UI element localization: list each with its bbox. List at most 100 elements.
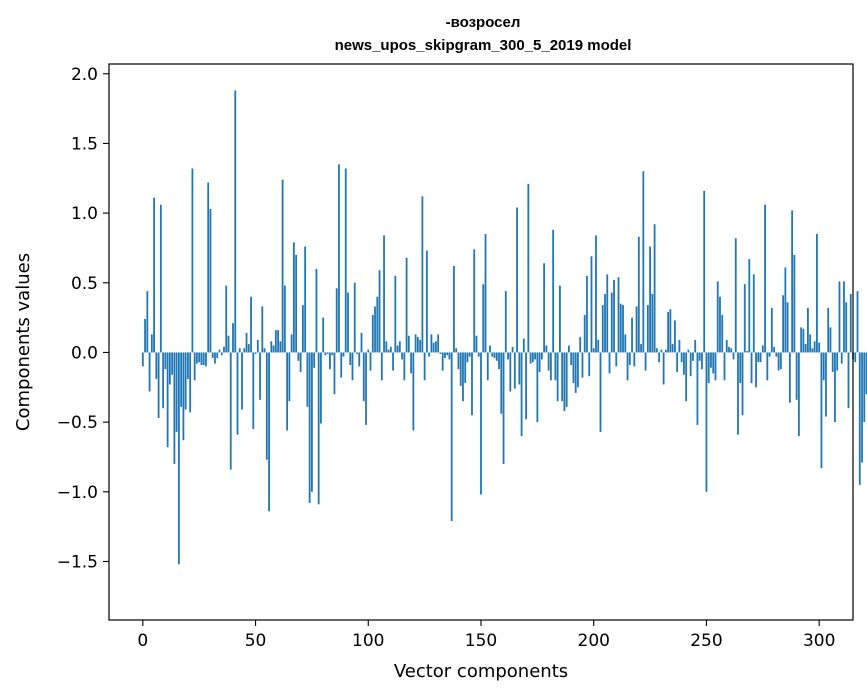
bar bbox=[858, 352, 861, 485]
bar bbox=[719, 296, 721, 353]
bar bbox=[822, 352, 825, 381]
y-tick-label: 1.5 bbox=[71, 134, 98, 154]
bar bbox=[419, 339, 422, 353]
bar bbox=[182, 352, 185, 441]
bar bbox=[453, 266, 455, 353]
bar bbox=[795, 352, 798, 400]
bar bbox=[333, 352, 336, 395]
bar bbox=[847, 352, 850, 409]
bar bbox=[703, 190, 706, 353]
bar bbox=[340, 352, 343, 378]
bar bbox=[473, 249, 476, 353]
bar bbox=[308, 352, 311, 503]
bar bbox=[268, 352, 270, 512]
chart-subtitle: news_upos_skipgram_300_5_2019 model bbox=[335, 37, 632, 54]
bar bbox=[646, 305, 649, 353]
bar bbox=[446, 352, 449, 356]
bar bbox=[171, 352, 174, 375]
bar bbox=[380, 352, 383, 381]
bar bbox=[531, 352, 534, 363]
bar bbox=[432, 342, 435, 353]
bar bbox=[286, 352, 289, 431]
bar bbox=[367, 349, 370, 353]
bar bbox=[856, 291, 859, 353]
bar bbox=[748, 259, 751, 353]
bar bbox=[716, 281, 719, 353]
bar bbox=[685, 352, 688, 402]
bar bbox=[335, 288, 338, 353]
bar bbox=[568, 345, 570, 353]
bar bbox=[615, 352, 618, 367]
bar bbox=[597, 339, 600, 353]
plot-frame bbox=[108, 63, 854, 621]
bar bbox=[610, 292, 613, 353]
bar bbox=[662, 352, 665, 385]
bar bbox=[680, 352, 683, 363]
bar bbox=[710, 352, 712, 368]
bar bbox=[495, 352, 498, 361]
bar bbox=[660, 349, 663, 353]
bar bbox=[247, 344, 250, 353]
bar bbox=[549, 352, 552, 381]
bar bbox=[730, 348, 733, 353]
bar bbox=[705, 352, 708, 492]
bar bbox=[692, 352, 694, 361]
bar bbox=[554, 352, 557, 381]
bar bbox=[802, 328, 805, 353]
bar bbox=[807, 307, 809, 353]
bar bbox=[299, 352, 302, 372]
bar bbox=[507, 352, 509, 360]
bar bbox=[175, 352, 178, 432]
bar bbox=[628, 352, 631, 365]
bar bbox=[813, 341, 816, 353]
bar bbox=[701, 352, 703, 370]
bar bbox=[403, 352, 406, 381]
bar bbox=[581, 352, 584, 378]
bar bbox=[782, 295, 785, 353]
bar bbox=[304, 246, 307, 353]
bar bbox=[227, 335, 230, 353]
bar bbox=[734, 238, 737, 353]
bar bbox=[752, 274, 755, 353]
bar bbox=[565, 352, 568, 407]
bar bbox=[205, 352, 207, 367]
bar bbox=[678, 339, 681, 353]
bar bbox=[540, 352, 543, 360]
bar bbox=[863, 352, 866, 423]
bar bbox=[766, 352, 769, 381]
bar bbox=[818, 342, 821, 353]
bar bbox=[324, 352, 327, 356]
bar bbox=[148, 352, 151, 392]
bar bbox=[450, 352, 453, 522]
bar bbox=[477, 352, 480, 357]
bar bbox=[698, 352, 701, 361]
bars-group bbox=[141, 90, 867, 565]
bar bbox=[428, 352, 431, 357]
bar bbox=[829, 327, 832, 353]
bar bbox=[849, 293, 852, 353]
bar bbox=[292, 242, 295, 353]
bar bbox=[168, 352, 171, 385]
bar bbox=[843, 281, 845, 353]
bar bbox=[500, 352, 503, 414]
bar bbox=[669, 309, 672, 353]
bar bbox=[187, 352, 189, 379]
y-tick-label: 2.0 bbox=[71, 65, 98, 85]
bar bbox=[423, 352, 426, 381]
chart-title: -возросел bbox=[446, 14, 521, 31]
bar bbox=[471, 352, 473, 416]
bar bbox=[410, 352, 413, 374]
bar bbox=[405, 257, 408, 353]
bar bbox=[486, 352, 489, 381]
bar bbox=[518, 352, 521, 385]
bar bbox=[743, 284, 746, 353]
bar bbox=[644, 352, 647, 371]
bar bbox=[252, 352, 255, 430]
bar bbox=[604, 293, 606, 353]
bar bbox=[241, 352, 243, 410]
bar bbox=[311, 352, 313, 492]
y-tick-label: 1.0 bbox=[71, 204, 98, 224]
bar bbox=[347, 292, 349, 353]
bar bbox=[694, 339, 697, 353]
bar bbox=[225, 285, 228, 353]
